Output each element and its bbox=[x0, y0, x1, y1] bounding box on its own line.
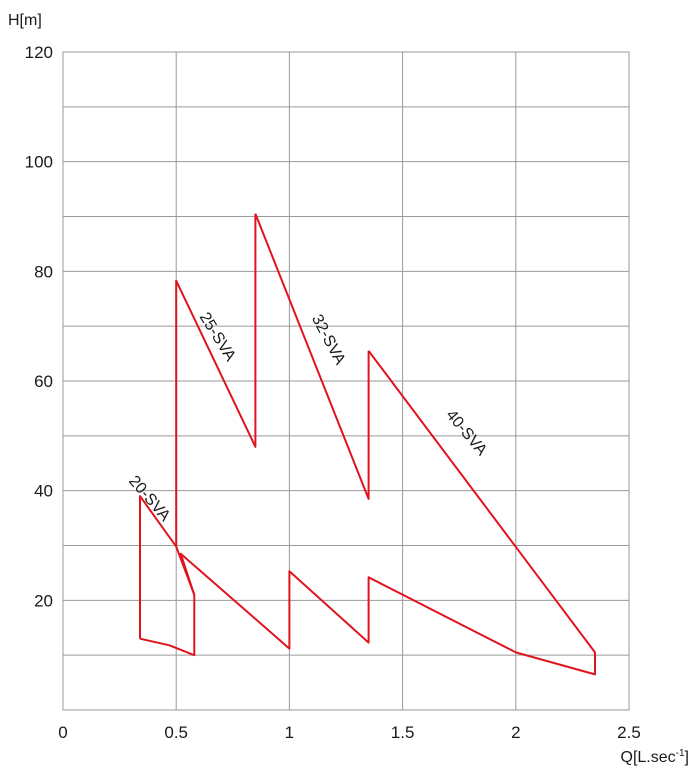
series-line-32-sva bbox=[254, 213, 370, 500]
series-label-40-sva: 40-SVA bbox=[442, 407, 490, 460]
y-tick-label: 100 bbox=[25, 153, 53, 172]
tick-labels-group: 0 0.5 1 1.5 2 2.5 20 40 60 80 100 120 bbox=[25, 43, 641, 742]
series-label-20-sva: 20-SVA bbox=[125, 473, 173, 525]
series-line-40-sva bbox=[179, 350, 596, 676]
x-axis-label: Q[L.sec-1] bbox=[621, 748, 690, 766]
series-group bbox=[139, 213, 596, 676]
x-tick-label: 1 bbox=[285, 723, 294, 742]
y-tick-label: 40 bbox=[34, 482, 53, 501]
y-axis-label: H[m] bbox=[8, 12, 42, 29]
y-tick-label: 20 bbox=[34, 591, 53, 610]
y-tick-label: 60 bbox=[34, 372, 53, 391]
grid bbox=[63, 52, 629, 710]
y-tick-label: 80 bbox=[34, 262, 53, 281]
x-tick-label: 1.5 bbox=[391, 723, 415, 742]
series-line-20-sva bbox=[139, 495, 196, 657]
x-tick-label: 0 bbox=[58, 723, 67, 742]
x-tick-label: 2 bbox=[511, 723, 520, 742]
y-tick-label: 120 bbox=[25, 43, 53, 62]
plot-frame bbox=[62, 51, 630, 711]
series-line-25-sva bbox=[175, 213, 257, 547]
x-tick-label: 0.5 bbox=[164, 723, 188, 742]
x-tick-label: 2.5 bbox=[617, 723, 641, 742]
